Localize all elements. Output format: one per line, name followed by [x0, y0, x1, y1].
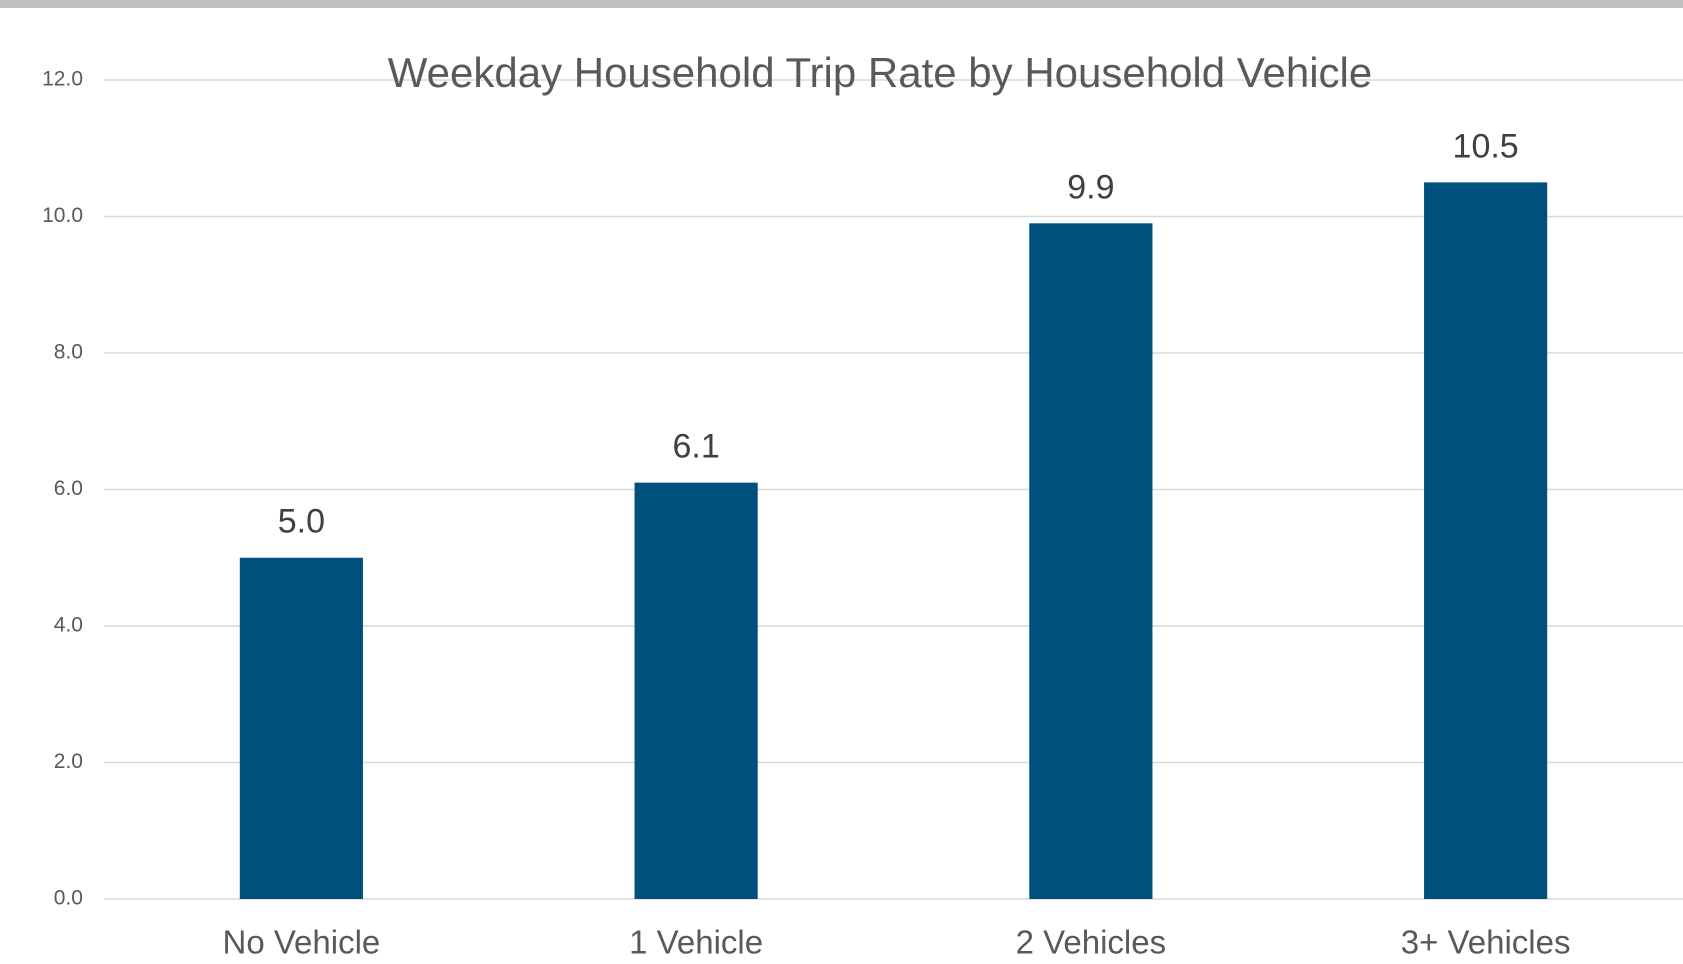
x-tick-label: 1 Vehicle	[629, 924, 763, 961]
bar	[634, 482, 758, 899]
x-tick-label: No Vehicle	[222, 924, 380, 961]
x-tick-label: 2 Vehicles	[1016, 924, 1166, 961]
y-tick-label: 6.0	[54, 477, 83, 500]
grid	[104, 79, 1683, 900]
bar	[1424, 182, 1548, 899]
y-tick-label: 2.0	[54, 750, 83, 773]
y-tick-label: 8.0	[54, 341, 83, 364]
x-tick-label: 3+ Vehicles	[1401, 924, 1571, 961]
data-label: 10.5	[1453, 127, 1519, 165]
y-tick-label: 4.0	[54, 614, 83, 637]
data-label: 9.9	[1067, 168, 1114, 206]
bar	[239, 557, 363, 899]
chart-title: Weekday Household Trip Rate by Household…	[388, 49, 1372, 96]
data-label: 6.1	[672, 428, 719, 466]
y-tick-label: 10.0	[42, 204, 83, 227]
data-label: 5.0	[278, 503, 325, 541]
bar	[1029, 223, 1153, 899]
y-tick-label: 12.0	[42, 68, 83, 91]
top-border	[0, 0, 1683, 8]
y-tick-label: 0.0	[54, 887, 83, 910]
